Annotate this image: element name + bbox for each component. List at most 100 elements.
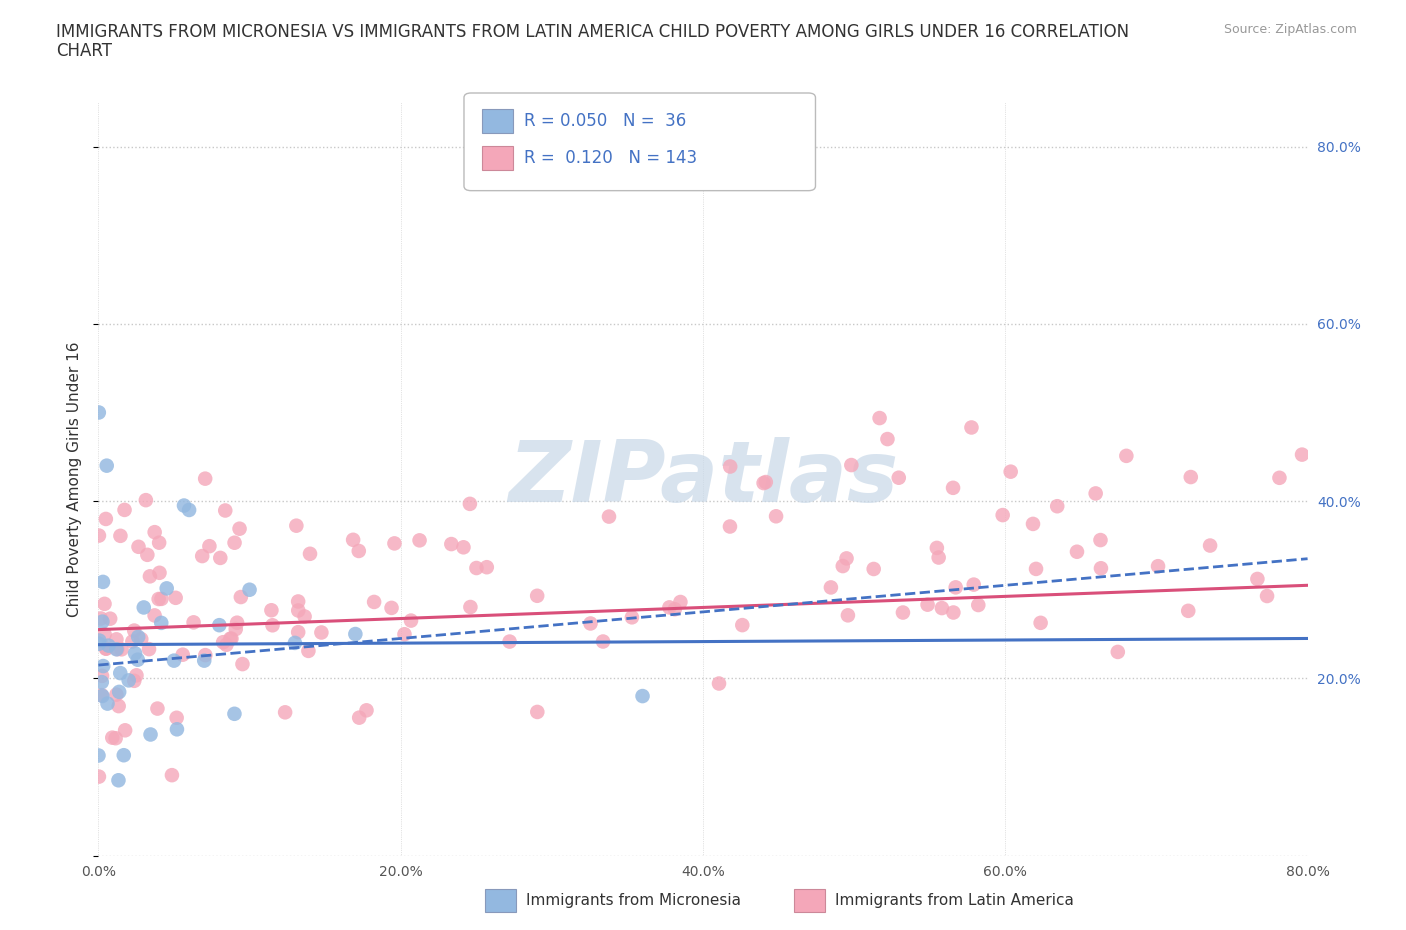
Point: [347, 543, 370, 558]
Point: [1066, 544, 1088, 559]
Point: [297, 644, 319, 658]
Point: [118, 673, 141, 688]
Point: [841, 458, 863, 472]
Point: [1022, 516, 1045, 531]
Point: [394, 627, 416, 642]
Point: [1246, 572, 1268, 587]
Point: [143, 608, 166, 623]
Point: [105, 631, 128, 646]
Point: [347, 711, 370, 725]
Point: [945, 580, 967, 595]
Point: [173, 498, 195, 513]
Point: [194, 472, 217, 486]
Point: [718, 519, 741, 534]
Point: [498, 634, 520, 649]
Point: [669, 594, 692, 609]
Point: [122, 673, 145, 688]
Point: [208, 618, 231, 632]
Point: [287, 594, 309, 609]
Point: [835, 551, 858, 565]
Point: [91, 614, 114, 629]
Point: [146, 701, 169, 716]
Point: [90, 687, 112, 702]
Point: [87, 405, 110, 420]
Point: [752, 475, 775, 490]
Point: [114, 502, 136, 517]
Point: [96, 697, 118, 711]
Text: IMMIGRANTS FROM MICRONESIA VS IMMIGRANTS FROM LATIN AMERICA CHILD POVERTY AMONG : IMMIGRANTS FROM MICRONESIA VS IMMIGRANTS…: [56, 23, 1129, 41]
Point: [127, 630, 149, 644]
Point: [869, 411, 891, 426]
Point: [598, 509, 620, 524]
Point: [215, 637, 238, 652]
Point: [837, 608, 859, 623]
Point: [150, 616, 173, 631]
Point: [93, 627, 115, 642]
Point: [212, 635, 235, 650]
Point: [166, 711, 188, 725]
Point: [166, 722, 188, 737]
Point: [231, 657, 253, 671]
Point: [925, 540, 948, 555]
Point: [1180, 470, 1202, 485]
Point: [124, 645, 146, 660]
Point: [228, 521, 250, 536]
Point: [172, 647, 194, 662]
Point: [91, 669, 114, 684]
Point: [193, 653, 215, 668]
Point: [440, 537, 463, 551]
Point: [287, 625, 309, 640]
Point: [129, 631, 152, 646]
Point: [363, 594, 385, 609]
Point: [191, 549, 214, 564]
Point: [225, 621, 247, 636]
Point: [150, 591, 173, 606]
Point: [1177, 604, 1199, 618]
Point: [108, 684, 131, 699]
Point: [285, 518, 308, 533]
Point: [1046, 498, 1069, 513]
Point: [620, 610, 643, 625]
Point: [1090, 533, 1112, 548]
Point: [165, 591, 187, 605]
Point: [344, 627, 367, 642]
Point: [97, 638, 120, 653]
Point: [342, 532, 364, 547]
Point: [91, 575, 114, 590]
Point: [765, 509, 787, 524]
Point: [138, 642, 160, 657]
Point: [1084, 486, 1107, 501]
Point: [718, 459, 741, 474]
Point: [380, 601, 402, 616]
Point: [1268, 471, 1291, 485]
Point: [887, 471, 910, 485]
Point: [294, 609, 316, 624]
Point: [226, 616, 249, 631]
Point: [453, 539, 475, 554]
Point: [311, 625, 333, 640]
Point: [136, 548, 159, 563]
Point: [105, 642, 128, 657]
Point: [105, 642, 128, 657]
Point: [1107, 644, 1129, 659]
Point: [90, 674, 112, 689]
Point: [87, 636, 110, 651]
Point: [121, 634, 143, 649]
Point: [298, 546, 321, 561]
Point: [179, 502, 201, 517]
Point: [820, 580, 842, 595]
Point: [458, 497, 481, 512]
Point: [221, 631, 243, 646]
Text: R =  0.120   N = 143: R = 0.120 N = 143: [524, 149, 697, 167]
Point: [229, 590, 252, 604]
Point: [862, 562, 884, 577]
Point: [127, 652, 149, 667]
Point: [143, 525, 166, 539]
Point: [90, 611, 112, 626]
Text: Immigrants from Micronesia: Immigrants from Micronesia: [526, 893, 741, 908]
Point: [408, 533, 430, 548]
Point: [139, 569, 162, 584]
Point: [87, 769, 110, 784]
Point: [1147, 559, 1170, 574]
Point: [658, 600, 681, 615]
